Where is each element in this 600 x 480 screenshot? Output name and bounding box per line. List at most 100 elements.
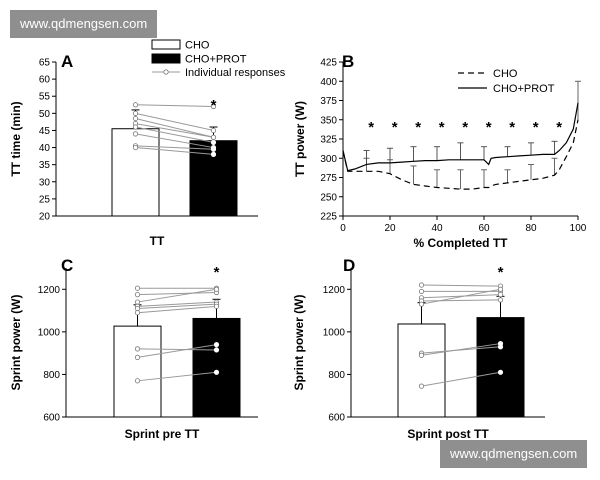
significance-star: *	[533, 119, 539, 136]
individual-point-cho-prot	[497, 297, 504, 303]
individual-point-cho-prot	[497, 286, 504, 292]
individual-response-line	[135, 145, 214, 150]
individual-point-cho	[132, 110, 139, 116]
y-tick-label: 1000	[323, 327, 346, 338]
x-axis-label: Sprint post TT	[407, 427, 489, 441]
y-tick-label: 300	[320, 154, 337, 165]
y-tick-label: 60	[39, 75, 51, 86]
bar-cho	[111, 128, 160, 217]
significance-star: *	[556, 119, 562, 136]
panel-d-chart: D 600 800 1000 1200 * Sprint post TT Sprint pow…	[292, 256, 545, 441]
series-line-cho-prot	[342, 102, 579, 172]
y-tick-label: 35	[39, 160, 51, 171]
significance-star: *	[439, 119, 445, 136]
individual-point-cho	[134, 292, 141, 298]
watermark-top: www.qdmengsen.com	[10, 10, 158, 38]
legend-label-cho-prot: CHO+PROT	[493, 83, 555, 95]
individual-point-cho-prot	[213, 369, 220, 375]
individual-point-cho-prot	[213, 347, 220, 353]
individual-response-line	[137, 348, 217, 351]
individual-point-cho	[418, 383, 425, 389]
y-axis-label: TT power (W)	[293, 101, 307, 177]
individual-response-line	[137, 371, 217, 382]
y-axis-label: TT time (min)	[9, 101, 23, 176]
y-tick-label: 65	[39, 58, 51, 69]
panel-letter: B	[342, 52, 354, 71]
individual-point-cho	[418, 288, 425, 295]
individual-response-line	[421, 299, 501, 302]
individual-point-cho	[132, 131, 139, 137]
individual-point-cho-prot	[210, 146, 217, 152]
y-tick-label: 425	[320, 58, 337, 69]
individual-response-line	[135, 104, 214, 107]
individual-point-cho	[134, 354, 141, 360]
individual-response-line	[137, 291, 217, 296]
y-tick-label: 800	[328, 370, 345, 381]
individual-response-line	[421, 346, 501, 354]
individual-point-cho-prot	[213, 286, 220, 292]
y-tick-label: 325	[320, 135, 337, 146]
individual-point-cho	[134, 378, 141, 384]
y-tick-label: 55	[39, 92, 51, 103]
y-axis-label: Sprint power (W)	[292, 295, 306, 391]
individual-response-line	[137, 303, 217, 309]
panel-letter: A	[61, 52, 73, 71]
y-tick-label: 400	[320, 77, 337, 88]
y-tick-label: 50	[39, 109, 51, 120]
x-axis-label: % Completed TT	[413, 236, 508, 250]
individual-point-cho	[134, 305, 141, 312]
individual-response-line	[135, 123, 214, 138]
individual-point-cho-prot	[497, 369, 504, 375]
individual-response-line	[137, 344, 217, 358]
significance-star: *	[211, 97, 217, 114]
y-tick-label: 225	[320, 212, 337, 223]
significance-star: *	[498, 264, 504, 281]
legend-point-individual	[163, 69, 169, 75]
individual-point-cho	[134, 346, 141, 352]
y-tick-label: 375	[320, 96, 337, 107]
bar-cho	[397, 323, 446, 418]
y-tick-label: 40	[39, 143, 51, 154]
y-tick-label: 350	[320, 115, 337, 126]
legend-label-cho: CHO	[493, 68, 518, 80]
individual-response-line	[421, 371, 501, 387]
individual-point-cho	[134, 310, 141, 316]
individual-response-line	[135, 112, 214, 131]
individual-response-line	[135, 147, 214, 155]
panel-c-chart: C 600 800 1000 1200 * Sprint pre TT Sprint powe…	[9, 256, 258, 441]
individual-response-line	[137, 301, 217, 307]
panel-b-chart: B 225 250 275 300 325 350 375 400 425 0 20 40 60 80 100…	[293, 52, 587, 250]
individual-point-cho	[418, 301, 425, 307]
y-axis-label: Sprint power (W)	[9, 295, 23, 391]
y-tick-label: 600	[328, 413, 345, 424]
y-tick-label: 800	[43, 370, 60, 381]
y-tick-label: 1200	[323, 285, 346, 296]
y-tick-label: 600	[43, 413, 60, 424]
panel-letter: D	[343, 256, 355, 275]
legend-swatch-cho	[151, 39, 181, 50]
x-tick-label: 60	[478, 223, 490, 234]
individual-response-line	[421, 294, 501, 299]
individual-response-line	[421, 343, 501, 356]
y-tick-label: 20	[39, 212, 51, 223]
individual-point-cho-prot	[213, 342, 220, 348]
series-line-cho	[342, 119, 579, 190]
significance-star: *	[509, 119, 515, 136]
individual-point-cho	[132, 102, 139, 108]
x-tick-label: 80	[525, 223, 537, 234]
x-tick-label: 40	[431, 223, 443, 234]
individual-response-line	[135, 133, 214, 149]
individual-response-line	[421, 284, 501, 287]
x-tick-label: 20	[384, 223, 396, 234]
individual-response-line	[421, 288, 501, 305]
legend-label-cho-prot: CHO+PROT	[185, 54, 247, 66]
individual-point-cho	[418, 352, 425, 358]
y-tick-label: 25	[39, 194, 51, 205]
individual-point-cho-prot	[497, 292, 504, 298]
bar-cho-prot	[192, 317, 241, 418]
y-tick-label: 30	[39, 177, 51, 188]
x-axis-label: Sprint pre TT	[125, 427, 200, 441]
significance-star: *	[415, 119, 421, 136]
individual-point-cho	[132, 115, 139, 122]
